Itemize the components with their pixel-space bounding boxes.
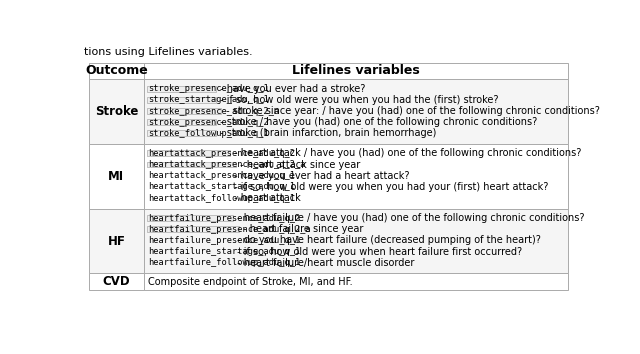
Text: stroke_startage_adu_q_1: stroke_startage_adu_q_1 <box>148 95 269 104</box>
Bar <box>147 97 216 103</box>
Bar <box>90 144 143 209</box>
Text: MI: MI <box>108 170 125 183</box>
Bar <box>147 215 233 221</box>
Text: stroke_presence_adu_q_2: stroke_presence_adu_q_2 <box>148 118 269 127</box>
Text: Outcome: Outcome <box>85 64 148 78</box>
Text: heartfailure_presence_adu_q_1: heartfailure_presence_adu_q_1 <box>148 236 300 245</box>
Text: CVD: CVD <box>102 275 130 289</box>
Text: Composite endpoint of Stroke, MI, and HF.: Composite endpoint of Stroke, MI, and HF… <box>148 277 353 287</box>
Text: - if so, how old were you when heart failure first occurred?: - if so, how old were you when heart fai… <box>234 246 522 257</box>
Text: heartattack_presence_adu_q_2: heartattack_presence_adu_q_2 <box>148 149 295 158</box>
Text: heartattack_followup_adu_q_1: heartattack_followup_adu_q_1 <box>148 194 295 202</box>
Bar <box>90 209 143 274</box>
Text: stroke_presence_adu_q_1: stroke_presence_adu_q_1 <box>148 84 269 93</box>
Bar <box>147 119 216 125</box>
Text: - heart attack since year: - heart attack since year <box>237 160 360 170</box>
Text: tions using Lifelines variables.: tions using Lifelines variables. <box>84 47 253 57</box>
Text: - heart attack: - heart attack <box>231 193 301 203</box>
Bar <box>143 144 568 209</box>
Text: - heart failure/heart muscle disorder: - heart failure/heart muscle disorder <box>234 258 415 268</box>
Text: heartattack_startage_adu_q_1: heartattack_startage_adu_q_1 <box>148 182 295 192</box>
Text: HF: HF <box>108 235 125 248</box>
Text: heartfailure_presence_adu_q_2: heartfailure_presence_adu_q_2 <box>148 213 300 223</box>
Bar <box>147 226 239 232</box>
Text: - heart failure / have you (had) one of the following chronic conditions?: - heart failure / have you (had) one of … <box>234 213 584 223</box>
Bar <box>143 209 568 274</box>
Text: heartattack_presence_adu_q_1: heartattack_presence_adu_q_1 <box>148 171 295 180</box>
Bar <box>143 274 568 290</box>
Text: heartattack_presence_adu_q_2_a: heartattack_presence_adu_q_2_a <box>148 160 306 169</box>
Text: - stroke / have you (had) one of the following chronic conditions?: - stroke / have you (had) one of the fol… <box>217 117 537 127</box>
Bar <box>90 79 143 144</box>
Text: - stroke since year: / have you (had) one of the following chronic conditions?: - stroke since year: / have you (had) on… <box>223 106 600 116</box>
Bar <box>90 274 143 290</box>
Bar <box>147 161 236 167</box>
Text: Stroke: Stroke <box>95 105 138 118</box>
Text: - heart failure since year: - heart failure since year <box>240 224 364 234</box>
Bar <box>143 63 568 79</box>
Text: heartfailure_startage_adu_q_1: heartfailure_startage_adu_q_1 <box>148 247 300 256</box>
Text: - if so, how old were you when you had the (first) stroke?: - if so, how old were you when you had t… <box>217 95 499 105</box>
Bar <box>147 130 216 136</box>
Text: - do you have heart failure (decreased pumping of the heart)?: - do you have heart failure (decreased p… <box>234 235 541 245</box>
Bar <box>90 63 143 79</box>
Text: - stroke (brain infarction, brain hemorrhage): - stroke (brain infarction, brain hemorr… <box>217 129 436 138</box>
Bar <box>147 108 221 114</box>
Text: heartfailure_presence_adu_q_2_a: heartfailure_presence_adu_q_2_a <box>148 225 311 234</box>
Bar <box>147 86 216 92</box>
Bar <box>147 150 230 156</box>
Text: heartfailure_followup_adu_q_1: heartfailure_followup_adu_q_1 <box>148 258 300 267</box>
Text: Lifelines variables: Lifelines variables <box>292 64 420 78</box>
Bar <box>143 79 568 144</box>
Text: - have you ever had a stroke?: - have you ever had a stroke? <box>217 84 365 94</box>
Text: - heart attack / have you (had) one of the following chronic conditions?: - heart attack / have you (had) one of t… <box>231 148 582 158</box>
Text: - if so, how old were you when you had your (first) heart attack?: - if so, how old were you when you had y… <box>231 182 548 192</box>
Text: stroke_followup_adu_q_1: stroke_followup_adu_q_1 <box>148 129 269 138</box>
Text: - have you ever had a heart attack?: - have you ever had a heart attack? <box>231 171 410 181</box>
Text: stroke_presence_adu_q_2_a: stroke_presence_adu_q_2_a <box>148 107 280 115</box>
